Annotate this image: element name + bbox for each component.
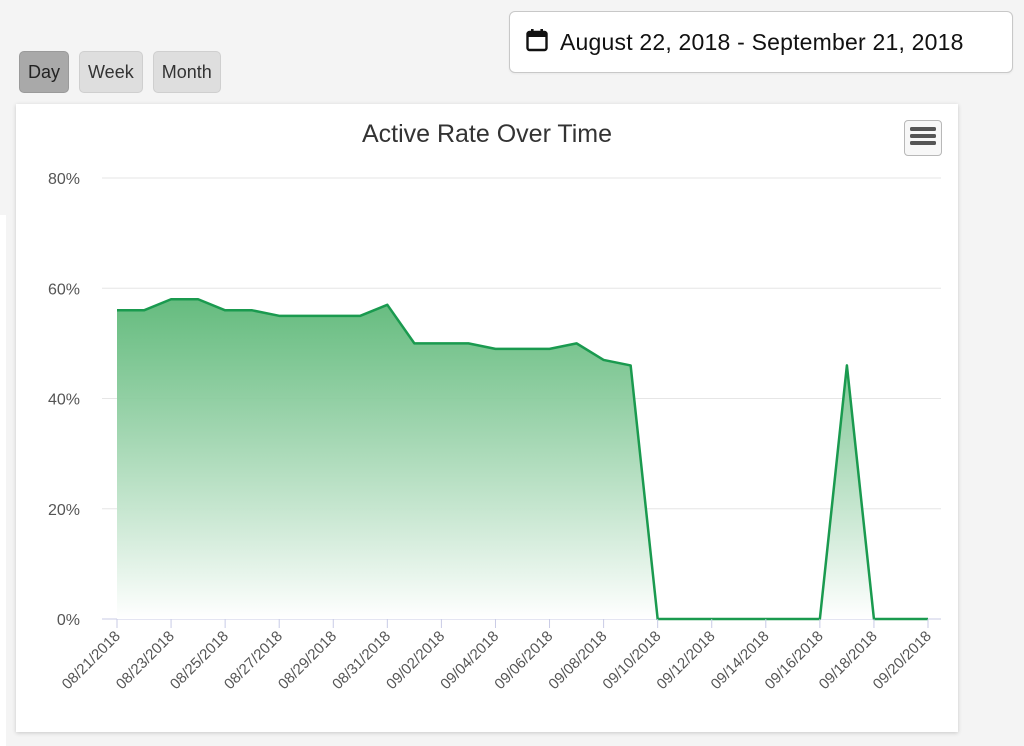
left-edge-strip (0, 215, 6, 746)
chart-title: Active Rate Over Time (361, 120, 613, 148)
y-tick-label: 40% (48, 392, 80, 409)
calendar-icon (526, 28, 548, 57)
week-button[interactable]: Week (79, 51, 143, 93)
chart-card: 0% 20% 40% 60% 80% 08/21/2018 08/23/2018 08/25/… (16, 104, 958, 732)
date-range-label: August 22, 2018 - September 21, 2018 (560, 28, 964, 55)
month-button[interactable]: Month (152, 51, 221, 93)
hamburger-menu-icon (910, 126, 936, 151)
chart-menu-button[interactable] (904, 120, 942, 156)
range-button-group: Day Week Month (19, 51, 221, 93)
date-range-picker[interactable]: August 22, 2018 - September 21, 2018 (509, 11, 1013, 73)
area-chart: 0%20%40%60%80%08/21/201808/23/201808/25/… (48, 171, 941, 693)
area-fill (117, 299, 928, 619)
y-tick-label: 80% (48, 171, 80, 188)
y-tick-label: 0% (57, 612, 80, 629)
day-button[interactable]: Day (19, 51, 70, 93)
series-line (117, 298, 928, 621)
y-tick-label: 60% (48, 281, 80, 298)
y-tick-label: 20% (48, 502, 80, 519)
x-tick-label: 09/20/2018 (870, 628, 935, 693)
